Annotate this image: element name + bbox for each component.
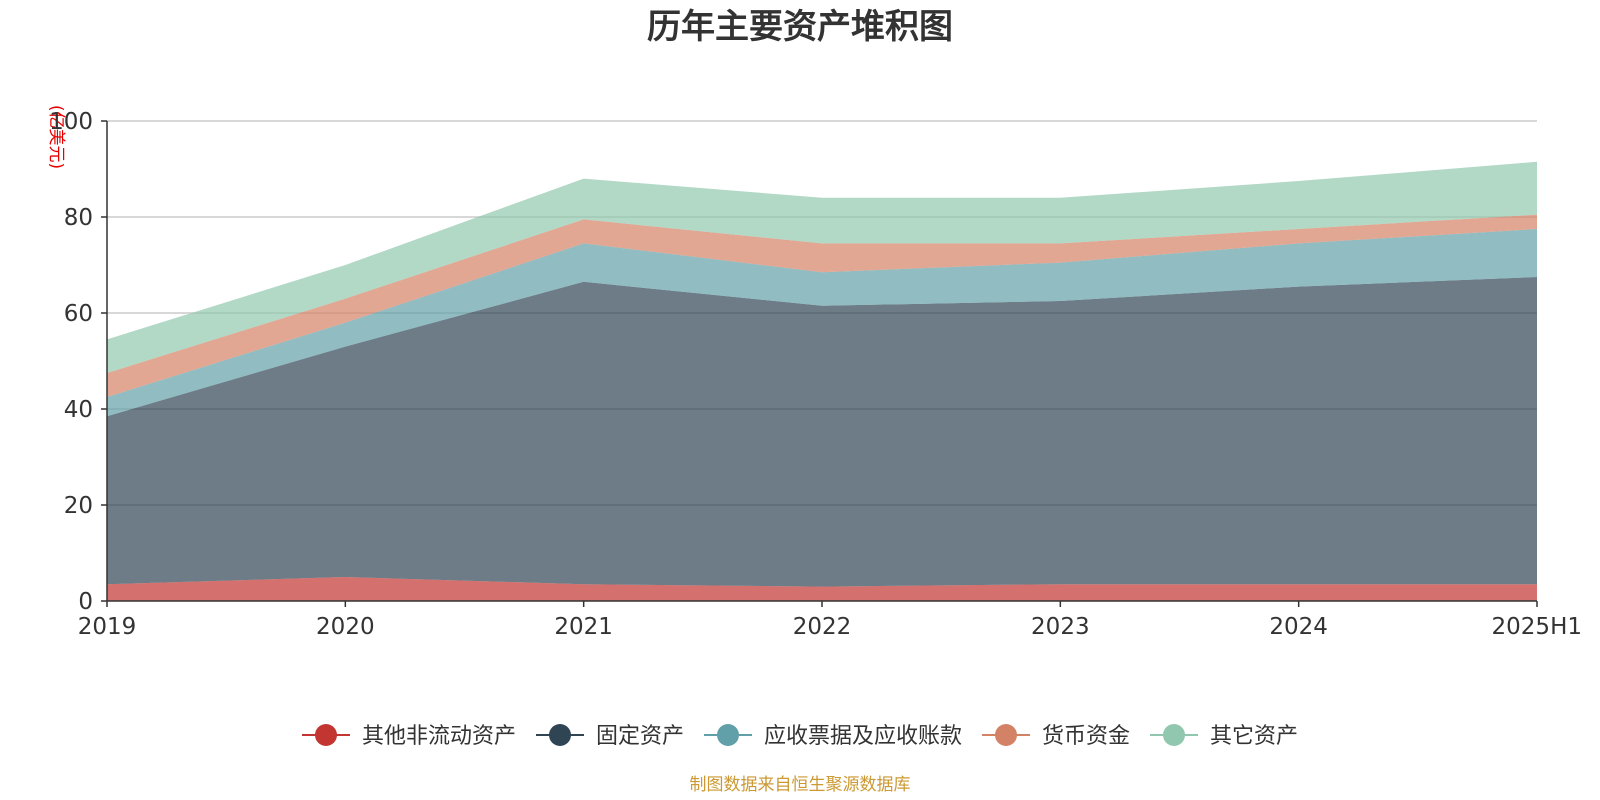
y-tick-label-0: 0 bbox=[78, 589, 93, 615]
area-series-2 bbox=[107, 229, 1537, 417]
area-series-1 bbox=[107, 277, 1537, 587]
legend-label-4: 其它资产 bbox=[1210, 724, 1298, 749]
y-tick-label-20: 20 bbox=[64, 493, 93, 519]
legend-label-0: 其他非流动资产 bbox=[362, 724, 516, 749]
x-tick-label-2024: 2024 bbox=[1269, 614, 1328, 640]
x-tick-label-2021: 2021 bbox=[554, 614, 613, 640]
legend-label-1: 固定资产 bbox=[596, 724, 684, 749]
area-series-0 bbox=[107, 577, 1537, 601]
legend-marker-2 bbox=[717, 724, 739, 746]
source-note: 制图数据来自恒生聚源数据库 bbox=[690, 775, 911, 795]
legend[interactable]: 其他非流动资产 固定资产 应收票据及应收账款 货币资金 其它资产 bbox=[302, 724, 1298, 749]
legend-marker-3 bbox=[995, 724, 1017, 746]
y-tick-label-100: 100 bbox=[49, 109, 93, 135]
x-tick-label-2025H1: 2025H1 bbox=[1492, 614, 1582, 640]
area-series-group bbox=[107, 161, 1537, 601]
legend-marker-1 bbox=[549, 724, 571, 746]
legend-item-2[interactable]: 应收票据及应收账款 bbox=[704, 724, 962, 749]
legend-item-4[interactable]: 其它资产 bbox=[1150, 724, 1298, 749]
legend-label-3: 货币资金 bbox=[1042, 724, 1130, 749]
legend-marker-0 bbox=[315, 724, 337, 746]
area-series-3 bbox=[107, 214, 1537, 397]
axes: 0 20 40 60 80 100 2019 2020 2021 2022 2023 2024 2025… bbox=[49, 109, 1582, 640]
legend-item-3[interactable]: 货币资金 bbox=[982, 724, 1130, 749]
x-tick-label-2020: 2020 bbox=[316, 614, 375, 640]
legend-item-1[interactable]: 固定资产 bbox=[536, 724, 684, 749]
legend-label-2: 应收票据及应收账款 bbox=[764, 724, 962, 749]
x-tick-label-2023: 2023 bbox=[1031, 614, 1090, 640]
x-tick-label-2022: 2022 bbox=[793, 614, 852, 640]
x-tick-label-2019: 2019 bbox=[78, 614, 137, 640]
chart-title: 历年主要资产堆积图 bbox=[647, 7, 953, 47]
y-tick-label-60: 60 bbox=[64, 301, 93, 327]
y-axis-unit-label: (亿美元) bbox=[46, 105, 66, 169]
legend-marker-4 bbox=[1163, 724, 1185, 746]
y-tick-label-40: 40 bbox=[64, 397, 93, 423]
y-tick-label-80: 80 bbox=[64, 205, 93, 231]
legend-item-0[interactable]: 其他非流动资产 bbox=[302, 724, 516, 749]
area-series-4 bbox=[107, 161, 1537, 373]
